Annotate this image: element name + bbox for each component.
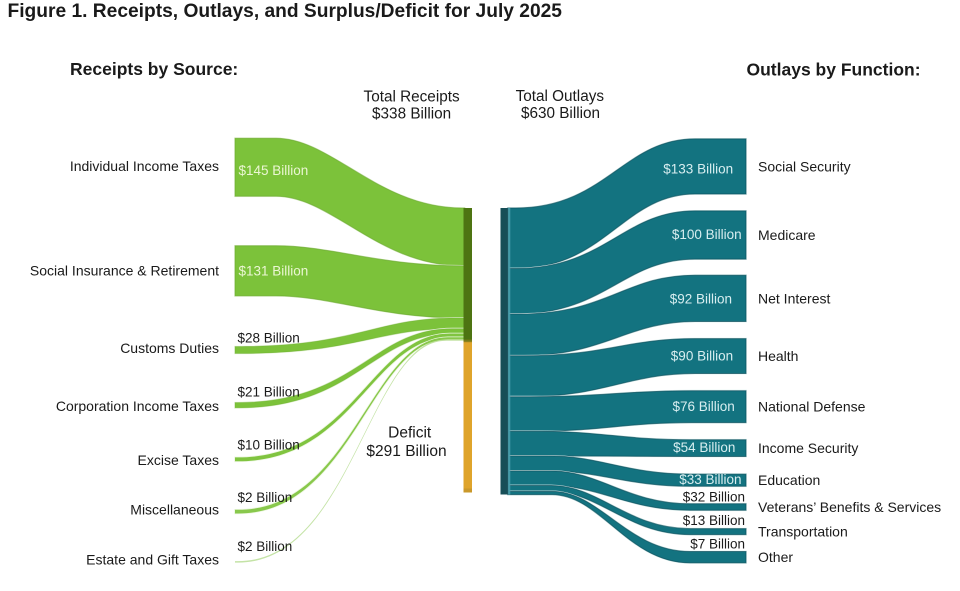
svg-text:Figure 1. Receipts, Outlays, a: Figure 1. Receipts, Outlays, and Surplus…: [8, 1, 563, 22]
svg-text:Income Security: Income Security: [758, 440, 858, 456]
svg-text:Estate and Gift Taxes: Estate and Gift Taxes: [86, 552, 219, 568]
svg-text:$630 Billion: $630 Billion: [521, 105, 600, 122]
svg-text:National Defense: National Defense: [758, 399, 866, 415]
svg-text:$92 Billion: $92 Billion: [670, 292, 732, 307]
svg-text:Excise Taxes: Excise Taxes: [138, 452, 219, 468]
svg-text:Corporation Income Taxes: Corporation Income Taxes: [56, 398, 219, 414]
svg-text:$133 Billion: $133 Billion: [663, 161, 733, 176]
svg-text:$54 Billion: $54 Billion: [673, 440, 735, 455]
svg-text:$76 Billion: $76 Billion: [673, 399, 735, 414]
svg-text:Individual Income Taxes: Individual Income Taxes: [70, 158, 219, 174]
svg-text:Veterans’ Benefits & Services: Veterans’ Benefits & Services: [758, 499, 941, 515]
svg-text:$32 Billion: $32 Billion: [683, 490, 745, 505]
svg-text:Health: Health: [758, 348, 798, 364]
svg-text:$291 Billion: $291 Billion: [366, 443, 446, 460]
svg-text:$21 Billion: $21 Billion: [238, 385, 300, 400]
svg-text:Deficit: Deficit: [388, 425, 432, 442]
svg-text:Receipts by Source:: Receipts by Source:: [70, 59, 238, 79]
svg-text:$131 Billion: $131 Billion: [239, 263, 309, 278]
svg-text:Education: Education: [758, 472, 820, 488]
svg-text:$338 Billion: $338 Billion: [372, 105, 451, 122]
svg-text:Outlays by Function:: Outlays by Function:: [747, 59, 921, 79]
svg-text:Miscellaneous: Miscellaneous: [130, 502, 219, 518]
svg-text:Transportation: Transportation: [758, 524, 848, 540]
svg-text:$90 Billion: $90 Billion: [671, 349, 733, 364]
svg-text:Other: Other: [758, 549, 793, 565]
svg-text:$100 Billion: $100 Billion: [672, 227, 742, 242]
svg-text:Social Security: Social Security: [758, 158, 851, 174]
svg-text:$28 Billion: $28 Billion: [238, 330, 300, 345]
svg-text:$2 Billion: $2 Billion: [238, 490, 293, 505]
svg-text:Total Outlays: Total Outlays: [516, 88, 605, 105]
svg-text:Social Insurance & Retirement: Social Insurance & Retirement: [30, 262, 219, 278]
svg-text:$13 Billion: $13 Billion: [683, 513, 745, 528]
svg-text:$2 Billion: $2 Billion: [238, 539, 293, 554]
svg-text:Total Receipts: Total Receipts: [364, 88, 460, 105]
svg-text:$145 Billion: $145 Billion: [239, 163, 309, 178]
svg-text:Net Interest: Net Interest: [758, 290, 830, 306]
svg-text:$7 Billion: $7 Billion: [690, 536, 745, 551]
svg-text:$10 Billion: $10 Billion: [238, 437, 300, 452]
svg-text:Medicare: Medicare: [758, 227, 816, 243]
svg-text:Customs Duties: Customs Duties: [120, 340, 219, 356]
svg-text:$33 Billion: $33 Billion: [679, 472, 741, 487]
